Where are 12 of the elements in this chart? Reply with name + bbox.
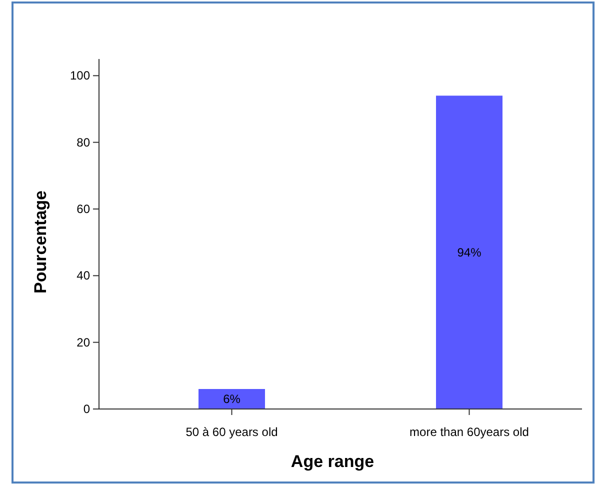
data-label: 94%	[457, 245, 482, 260]
x-axis-title: Age range	[290, 452, 374, 471]
y-tick-label: 20	[76, 335, 90, 350]
y-tick-label: 60	[76, 202, 90, 216]
y-axis-title: Pourcentage	[31, 190, 50, 294]
x-tick-label: more than 60years old	[410, 425, 529, 439]
y-tick-label: 0	[83, 402, 90, 416]
y-tick-label: 80	[76, 135, 90, 150]
x-tick-label: 50 à 60 years old	[186, 425, 278, 439]
y-tick-label: 100	[70, 68, 90, 83]
y-tick-label: 40	[76, 268, 90, 283]
data-label: 6%	[223, 392, 241, 406]
